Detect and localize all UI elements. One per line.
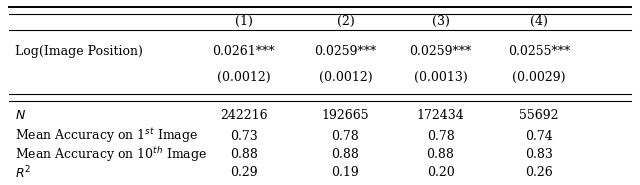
- Text: (2): (2): [337, 15, 355, 28]
- Text: 0.88: 0.88: [230, 148, 258, 161]
- Text: (0.0029): (0.0029): [512, 71, 566, 84]
- Text: 0.19: 0.19: [332, 166, 359, 179]
- Text: Log(Image Position): Log(Image Position): [15, 45, 143, 58]
- Text: 55692: 55692: [519, 109, 559, 122]
- Text: 172434: 172434: [417, 109, 465, 122]
- Text: 0.0255***: 0.0255***: [508, 45, 570, 58]
- Text: (0.0012): (0.0012): [319, 71, 372, 84]
- Text: 0.29: 0.29: [230, 166, 258, 179]
- Text: 0.78: 0.78: [427, 130, 454, 143]
- Text: 0.0259***: 0.0259***: [410, 45, 472, 58]
- Text: (3): (3): [431, 15, 449, 28]
- Text: (4): (4): [530, 15, 548, 28]
- Text: 0.73: 0.73: [230, 130, 258, 143]
- Text: 0.26: 0.26: [525, 166, 553, 179]
- Text: (0.0012): (0.0012): [217, 71, 271, 84]
- Text: 0.74: 0.74: [525, 130, 553, 143]
- Text: 0.88: 0.88: [427, 148, 454, 161]
- Text: 0.88: 0.88: [332, 148, 359, 161]
- Text: 0.0261***: 0.0261***: [212, 45, 275, 58]
- Text: 192665: 192665: [321, 109, 369, 122]
- Text: 0.78: 0.78: [332, 130, 359, 143]
- Text: (1): (1): [235, 15, 253, 28]
- Text: Mean Accuracy on 1$^{st}$ Image: Mean Accuracy on 1$^{st}$ Image: [15, 127, 198, 145]
- Text: 242216: 242216: [220, 109, 268, 122]
- Text: Mean Accuracy on 10$^{th}$ Image: Mean Accuracy on 10$^{th}$ Image: [15, 145, 207, 164]
- Text: 0.83: 0.83: [525, 148, 553, 161]
- Text: (0.0013): (0.0013): [413, 71, 467, 84]
- Text: $R^2$: $R^2$: [15, 165, 31, 181]
- Text: 0.0259***: 0.0259***: [314, 45, 376, 58]
- Text: $N$: $N$: [15, 109, 26, 122]
- Text: 0.20: 0.20: [427, 166, 454, 179]
